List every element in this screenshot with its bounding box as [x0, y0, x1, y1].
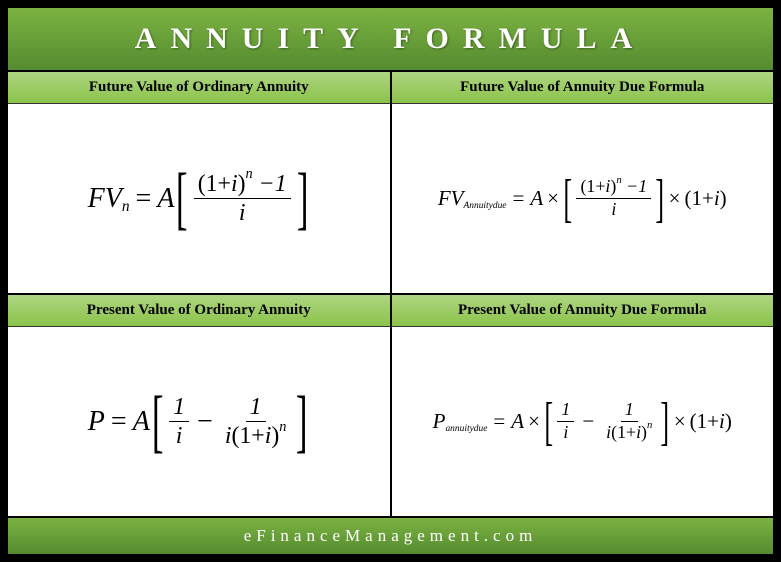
times: ×	[528, 409, 540, 434]
formula-fv-ordinary: FVn = A [ (1+i)n −1 i ]	[8, 104, 390, 293]
p-var: P	[433, 409, 446, 434]
equals: =	[111, 406, 127, 438]
fv-sub: n	[122, 198, 130, 216]
subheader-pv-ordinary: Present Value of Ordinary Annuity	[8, 295, 390, 327]
bracket-right: ]	[656, 178, 665, 220]
bracket-left: [	[544, 401, 553, 443]
coef-a: A	[511, 409, 524, 434]
fv-sub: Annuitydue	[464, 201, 507, 211]
fraction: (1+i)n −1 i	[576, 176, 651, 220]
trailing: (1+i)	[684, 186, 726, 211]
fraction-left: 1 i	[169, 393, 189, 450]
formula-grid: Future Value of Ordinary Annuity FVn = A…	[8, 72, 773, 516]
cell-fv-due: Future Value of Annuity Due Formula FVAn…	[392, 72, 774, 293]
p-var: P	[88, 406, 105, 438]
minus: −	[582, 409, 594, 434]
infographic-container: ANNUITY FORMULA Future Value of Ordinary…	[6, 6, 775, 556]
fv-var: FV	[438, 186, 464, 211]
p-sub: annuitydue	[445, 424, 487, 434]
times-trail: ×	[674, 409, 686, 434]
fraction-right: 1 i(1+i)n	[602, 399, 656, 443]
footer-text: eFinanceManagement.com	[8, 516, 773, 554]
fraction-left: 1 i	[557, 399, 574, 443]
bracket-right: ]	[296, 171, 308, 227]
bracket-left: [	[176, 171, 188, 227]
cell-pv-ordinary: Present Value of Ordinary Annuity P = A …	[8, 295, 390, 516]
bracket-left: [	[563, 178, 572, 220]
fraction: (1+i)n −1 i	[194, 170, 291, 227]
bracket-left: [	[152, 394, 164, 450]
equals: =	[512, 186, 524, 211]
subheader-fv-ordinary: Future Value of Ordinary Annuity	[8, 72, 390, 104]
equals: =	[493, 409, 505, 434]
cell-fv-ordinary: Future Value of Ordinary Annuity FVn = A…	[8, 72, 390, 293]
coef-a: A	[157, 183, 174, 215]
coef-a: A	[530, 186, 543, 211]
minus: −	[197, 406, 213, 438]
formula-pv-ordinary: P = A [ 1 i − 1 i(1+i)n ]	[8, 327, 390, 516]
bracket-right: ]	[296, 394, 308, 450]
trailing: (1+i)	[690, 409, 732, 434]
equals: =	[136, 183, 152, 215]
fv-var: FV	[88, 183, 122, 215]
cell-pv-due: Present Value of Annuity Due Formula Pan…	[392, 295, 774, 516]
formula-fv-due: FVAnnuitydue = A × [ (1+i)n −1 i ] × (1+…	[392, 104, 774, 293]
formula-pv-due: Pannuitydue = A × [ 1 i − 1 i(1+i)n ]	[392, 327, 774, 516]
fraction-right: 1 i(1+i)n	[221, 393, 291, 450]
subheader-fv-due: Future Value of Annuity Due Formula	[392, 72, 774, 104]
main-title: ANNUITY FORMULA	[8, 8, 773, 72]
times: ×	[547, 186, 559, 211]
times-trail: ×	[669, 186, 681, 211]
subheader-pv-due: Present Value of Annuity Due Formula	[392, 295, 774, 327]
bracket-right: ]	[661, 401, 670, 443]
coef-a: A	[133, 406, 150, 438]
